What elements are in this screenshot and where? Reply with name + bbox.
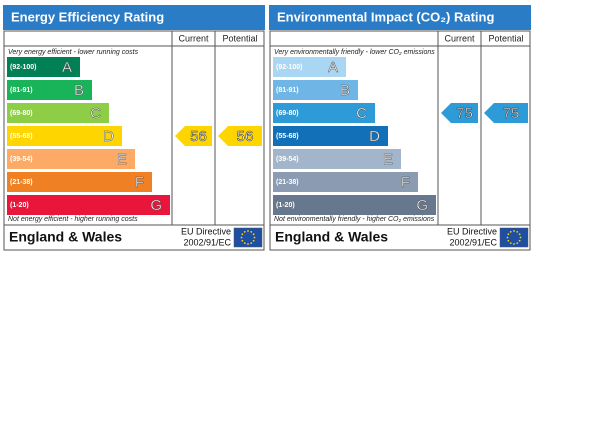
eu-star [241,239,244,242]
rating-value: 75 [503,105,520,122]
eu-star [247,243,249,245]
panel-title: Energy Efficiency Rating [11,9,164,24]
band-letter: A [62,59,72,76]
column-header: Potential [222,33,257,43]
panel-title: Environmental Impact (CO₂) Rating [277,9,494,24]
eu-star [506,236,509,239]
rating-band [273,149,401,169]
bottom-note: Not energy efficient - higher running co… [8,216,138,223]
directive-line: EU Directive [181,226,231,236]
rating-band [7,172,152,192]
band-range: (69-80) [276,110,299,117]
rating-arrow [484,103,528,123]
rating-band [273,126,388,146]
rating-band [273,103,375,123]
rating-band [273,80,358,100]
band-letter: G [416,197,428,214]
panel-frame [269,30,531,251]
eu-star [252,239,255,242]
rating-band [7,126,122,146]
eu-star [247,230,249,232]
band-range: (81-91) [276,87,299,94]
band-letter: A [328,59,338,76]
footer-region: England & Wales [275,229,388,245]
eu-star [518,239,521,242]
column-header: Potential [488,33,523,43]
eu-star [240,236,243,239]
top-note: Very environmentally friendly - lower CO… [274,49,435,56]
band-range: (55-68) [276,133,299,140]
band-range: (92-100) [10,64,36,71]
eu-star [252,233,255,236]
band-range: (21-38) [276,179,299,186]
band-range: (92-100) [276,64,302,71]
band-range: (69-80) [10,110,33,117]
eu-star [519,236,522,239]
directive-line: 2002/91/EC [449,237,497,247]
rating-arrow [218,126,262,146]
band-range: (55-68) [10,133,33,140]
band-letter: B [74,82,84,99]
eu-star [243,230,246,233]
top-note: Very energy efficient - lower running co… [8,49,139,56]
band-letter: F [401,174,410,191]
footer-region: England & Wales [9,229,122,245]
eu-star [241,233,244,236]
band-range: (81-91) [10,87,33,94]
band-letter: C [90,105,101,122]
rating-value: 75 [456,105,473,122]
directive-line: 2002/91/EC [183,237,231,247]
column-header: Current [444,33,475,43]
eu-star [250,242,253,245]
rating-arrow [175,126,212,146]
rating-band [7,57,80,77]
panel-frame [3,30,265,251]
eu-star [513,243,515,245]
rating-band [7,80,92,100]
eu-star [509,242,512,245]
rating-band [273,57,346,77]
band-letter: G [150,197,162,214]
rating-band [273,172,418,192]
band-letter: B [340,82,350,99]
column-header: Current [178,33,209,43]
rating-arrow [441,103,478,123]
eu-star [507,233,510,236]
eu-flag [499,227,529,248]
eu-star [516,242,519,245]
rating-band [273,195,436,215]
rating-band [7,103,109,123]
bottom-note: Not environmentally friendly - higher CO… [274,216,435,223]
band-range: (1-20) [10,202,29,209]
title-bar [3,5,265,30]
band-letter: F [135,174,144,191]
eu-star [507,239,510,242]
band-letter: C [356,105,367,122]
directive-line: EU Directive [447,226,497,236]
band-letter: D [369,128,380,145]
band-letter: D [103,128,114,145]
band-range: (39-54) [276,156,299,163]
rating-value: 56 [237,128,254,145]
eu-star [243,242,246,245]
rating-value: 56 [190,128,207,145]
eu-star [250,230,253,233]
band-letter: E [117,151,127,168]
band-range: (1-20) [276,202,295,209]
eu-star [516,230,519,233]
band-range: (39-54) [10,156,33,163]
eu-star [253,236,256,239]
eu-flag [233,227,263,248]
eu-star [509,230,512,233]
rating-band [7,149,135,169]
title-bar [269,5,531,30]
rating-band [7,195,170,215]
eu-star [513,230,515,232]
band-letter: E [383,151,393,168]
eu-star [518,233,521,236]
band-range: (21-38) [10,179,33,186]
